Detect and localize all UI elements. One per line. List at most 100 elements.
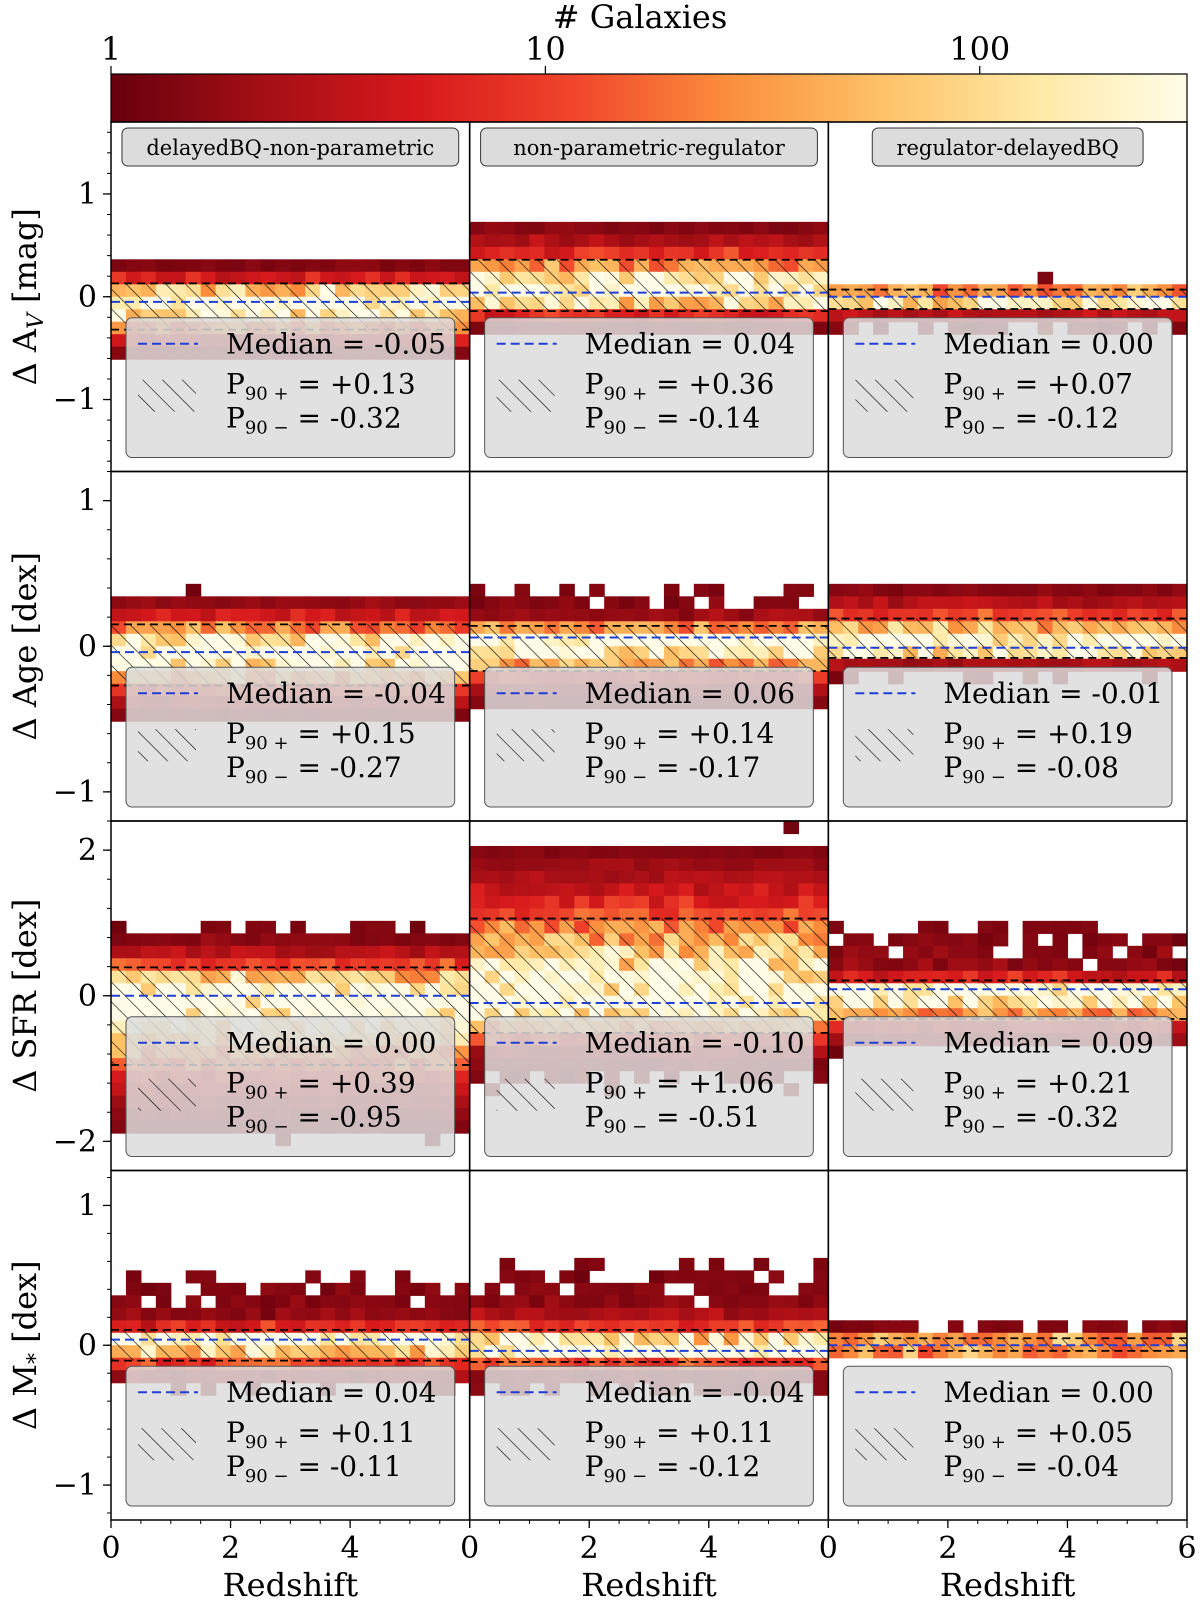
histogram-cell <box>649 870 665 885</box>
histogram-cell <box>663 234 680 248</box>
histogram-cell <box>1007 596 1024 610</box>
histogram-cell <box>723 221 740 235</box>
histogram-cell <box>783 583 800 597</box>
histogram-cell <box>649 1282 665 1296</box>
histogram-cell <box>723 234 740 248</box>
histogram-cell <box>200 1307 217 1321</box>
histogram-cell <box>619 596 635 610</box>
histogram-cell <box>693 845 710 860</box>
colorbar-gradient <box>110 73 1188 123</box>
y-tick-label: 1 <box>78 1188 97 1223</box>
histogram-cell <box>574 1307 590 1321</box>
histogram-cell <box>155 259 172 273</box>
histogram-cell <box>185 259 202 273</box>
histogram-cell <box>634 858 650 872</box>
histogram-cell <box>1037 583 1054 597</box>
histogram-cell <box>649 845 665 860</box>
histogram-cell <box>559 1295 575 1309</box>
histogram-cell <box>753 895 770 909</box>
histogram-cell <box>708 1307 725 1321</box>
x-tick-label: 4 <box>341 1531 360 1566</box>
histogram-cell <box>663 583 680 597</box>
histogram-cell <box>1172 321 1187 335</box>
histogram-cell <box>1097 596 1113 610</box>
histogram-cell <box>604 883 620 897</box>
histogram-cell <box>544 870 560 885</box>
histogram-cell <box>499 883 516 897</box>
histogram-cell <box>977 583 994 597</box>
p90-band <box>111 1329 470 1361</box>
legend-box <box>125 666 456 808</box>
histogram-cell <box>813 608 829 622</box>
histogram-cell <box>350 1282 366 1296</box>
histogram-cell <box>753 883 770 897</box>
legend-hatch-swatch <box>138 379 196 412</box>
histogram-cell <box>230 933 247 947</box>
histogram-cell <box>1052 583 1069 597</box>
histogram-cell <box>245 945 262 959</box>
histogram-cell <box>918 958 934 972</box>
histogram-cell <box>365 608 381 622</box>
histogram-cell <box>1082 596 1098 610</box>
histogram-cell <box>529 221 545 235</box>
histogram-cell <box>604 221 620 235</box>
column-title-0: delayedBQ-non-parametric <box>121 127 460 167</box>
histogram-cell <box>813 1058 829 1072</box>
histogram-cell <box>783 234 800 248</box>
histogram-cell <box>155 1295 172 1309</box>
histogram-cell <box>783 1295 800 1309</box>
histogram-cell <box>424 596 441 610</box>
histogram-cell <box>1052 933 1069 947</box>
histogram-cell <box>992 596 1009 610</box>
histogram-cell <box>365 259 381 273</box>
histogram-cell <box>260 271 276 285</box>
column-title-box <box>480 127 818 167</box>
histogram-cell <box>499 1270 516 1284</box>
p90-band <box>469 625 829 672</box>
histogram-cell <box>962 958 979 972</box>
histogram-cell <box>111 271 127 285</box>
p90-plus-label: P90 + = +1.06 <box>585 1067 775 1104</box>
histogram-cell <box>1172 583 1187 597</box>
histogram-cell <box>305 933 321 947</box>
histogram-cell <box>619 845 635 860</box>
histogram-cell <box>1037 958 1054 972</box>
histogram-cell <box>768 858 785 872</box>
histogram-cell <box>275 271 291 285</box>
histogram-cell <box>529 1307 545 1321</box>
histogram-cell <box>469 683 486 697</box>
histogram-cell <box>798 1295 814 1309</box>
histogram-cell <box>260 945 276 959</box>
histogram-cell <box>200 920 217 934</box>
histogram-cell <box>708 895 725 909</box>
histogram-cell <box>634 870 650 885</box>
histogram-cell <box>125 271 142 285</box>
histogram-cell <box>394 945 411 959</box>
histogram-cell <box>858 583 874 597</box>
histogram-cell <box>619 246 635 260</box>
histogram-cell <box>454 1295 470 1309</box>
histogram-cell <box>1142 596 1158 610</box>
colorbar: # Galaxies 1 10 100 <box>101 0 1188 123</box>
histogram-cell <box>798 583 814 597</box>
histogram-cell <box>589 234 605 248</box>
histogram-cell <box>529 895 545 909</box>
histogram-cell <box>320 271 336 285</box>
histogram-cell <box>604 870 620 885</box>
histogram-cell <box>1022 596 1039 610</box>
x-tick-label: 4 <box>1058 1531 1077 1566</box>
histogram-cell <box>1112 933 1128 947</box>
histogram-cell <box>932 583 949 597</box>
histogram-cell <box>962 933 979 947</box>
histogram-cell <box>484 870 501 885</box>
histogram-cell <box>335 1295 351 1309</box>
median-label: Median = -0.01 <box>943 677 1163 710</box>
histogram-cell <box>738 845 755 860</box>
histogram-cell <box>260 1295 276 1309</box>
histogram-cell <box>305 271 321 285</box>
legend-box <box>842 666 1173 808</box>
histogram-cell <box>768 234 785 248</box>
